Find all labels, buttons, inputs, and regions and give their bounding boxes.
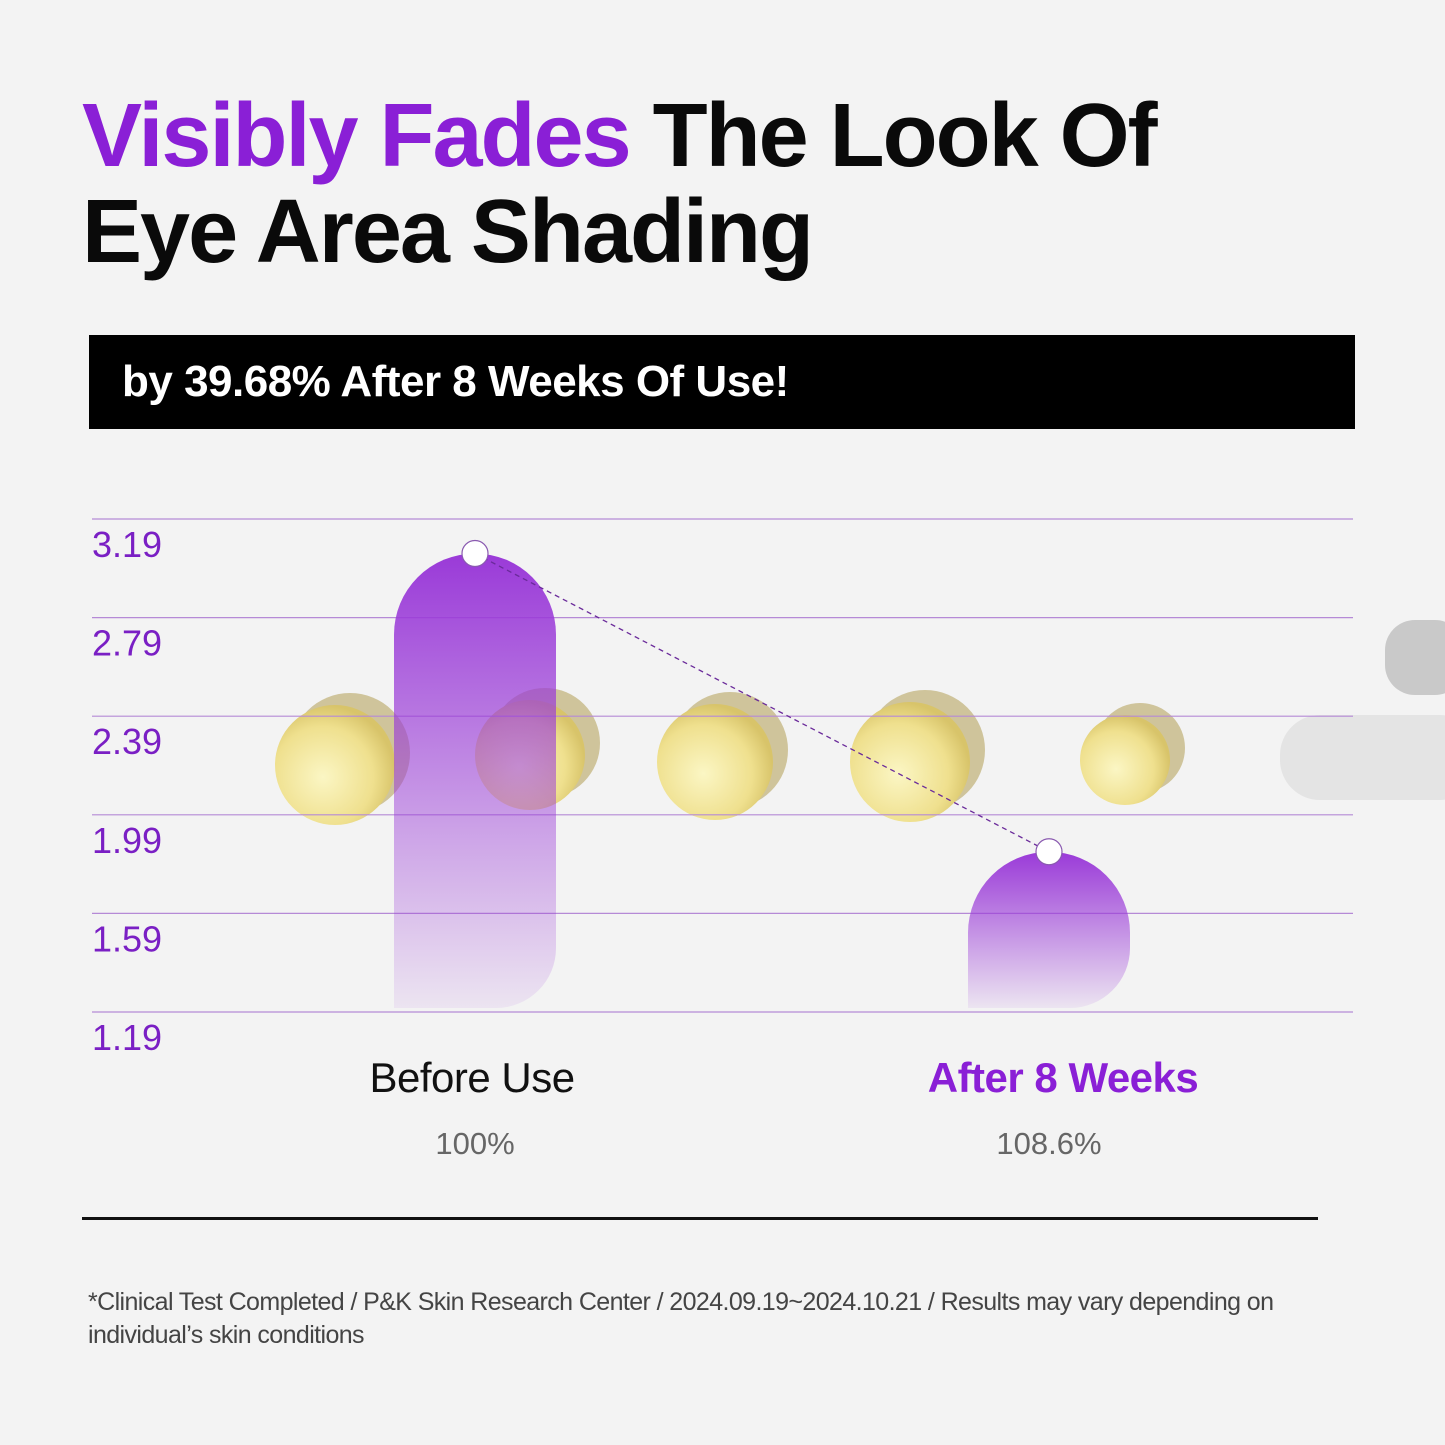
headline: Visibly Fades The Look Of Eye Area Shadin… xyxy=(82,86,1158,282)
capsule xyxy=(1080,715,1170,805)
divider xyxy=(82,1217,1318,1220)
capsule-decoration xyxy=(275,620,1445,825)
footnote: *Clinical Test Completed / P&K Skin Rese… xyxy=(88,1288,1274,1349)
gridlines xyxy=(92,518,1353,1013)
y-tick-label: 2.79 xyxy=(92,623,162,664)
y-tick-label: 1.99 xyxy=(92,820,162,861)
headline-line2: Eye Area Shading xyxy=(82,182,814,282)
capsule xyxy=(657,704,773,820)
result-banner: by 39.68% After 8 Weeks Of Use! xyxy=(89,335,1355,429)
bar-top-marker xyxy=(461,539,489,568)
capsule xyxy=(850,702,970,822)
bar-top-marker xyxy=(1035,838,1063,866)
capsule xyxy=(275,705,395,825)
y-tick-label: 3.19 xyxy=(92,524,162,565)
headline-accent: Visibly Fades xyxy=(82,86,632,186)
bars xyxy=(394,539,1130,1008)
sublabel-before: 100% xyxy=(435,1126,515,1161)
dropper-tip xyxy=(1280,715,1445,800)
dropper-tip xyxy=(1385,620,1445,695)
headline-rest: The Look Of xyxy=(629,86,1158,186)
y-tick-label: 1.59 xyxy=(92,918,162,959)
y-tick-label: 2.39 xyxy=(92,721,162,762)
category-label-before: Before Use xyxy=(369,1054,575,1101)
category-label-after: After 8 Weeks xyxy=(927,1054,1199,1101)
y-axis-ticks: 3.19 2.79 2.39 1.99 1.59 1.19 xyxy=(92,524,162,1058)
bar-1 xyxy=(968,851,1130,1008)
bar-chart: 3.19 2.79 2.39 1.99 1.59 1.19 xyxy=(92,518,1445,1058)
bar-0 xyxy=(394,553,556,1008)
sublabel-after: 108.6% xyxy=(996,1126,1102,1161)
y-tick-label: 1.19 xyxy=(92,1017,162,1058)
